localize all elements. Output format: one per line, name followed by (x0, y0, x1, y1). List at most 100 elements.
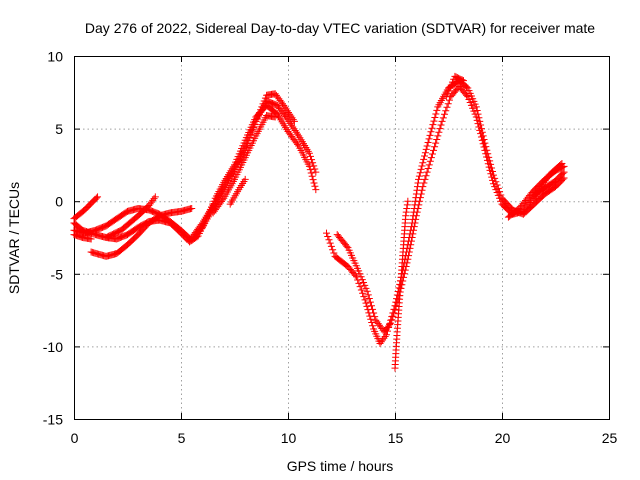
data-point (415, 175, 423, 183)
data-point (325, 236, 333, 244)
data-point (294, 130, 302, 138)
data-point (522, 204, 530, 212)
data-point (418, 162, 426, 170)
data-point (329, 246, 337, 254)
data-point (442, 93, 450, 101)
data-point (428, 150, 436, 158)
data-point (351, 271, 359, 279)
data-point (357, 286, 365, 294)
data-point (360, 293, 368, 301)
data-point (358, 276, 366, 284)
data-point (430, 146, 438, 154)
data-point (428, 124, 436, 132)
data-point (402, 208, 410, 216)
axis-ticks: 0 5 10 15 20 25 -15 -10 -5 0 5 10 (43, 49, 618, 447)
data-point (422, 145, 430, 153)
data-point (477, 133, 485, 141)
data-point (524, 200, 532, 208)
data-point (405, 248, 413, 256)
data-point (403, 201, 411, 209)
data-point (286, 110, 294, 118)
data-point (151, 193, 159, 201)
data-point (356, 283, 364, 291)
series-track-12 (391, 197, 412, 372)
data-point (368, 319, 376, 327)
data-point (411, 219, 419, 227)
data-point (432, 110, 440, 118)
data-point (252, 117, 260, 125)
data-point (489, 176, 497, 184)
data-point (496, 194, 504, 202)
data-point (253, 114, 261, 122)
data-point (478, 136, 486, 144)
data-point (469, 104, 477, 112)
data-point (150, 195, 158, 203)
data-series (70, 72, 568, 372)
data-point (429, 121, 437, 129)
data-point (361, 296, 369, 304)
data-point (254, 112, 262, 120)
data-point (281, 103, 289, 111)
data-point (309, 159, 317, 167)
data-point (433, 135, 441, 143)
data-point (436, 125, 444, 133)
data-point (258, 103, 266, 111)
data-point (197, 221, 205, 229)
data-point (246, 133, 254, 141)
data-point (484, 160, 492, 168)
data-point (435, 128, 443, 136)
data-point (306, 152, 314, 160)
data-point (312, 186, 320, 194)
data-point (362, 299, 370, 307)
data-point (431, 143, 439, 151)
data-point (418, 186, 426, 194)
x-tick-label: 10 (281, 430, 297, 446)
data-point (324, 232, 332, 240)
data-point (416, 194, 424, 202)
data-point (388, 316, 396, 324)
data-point (414, 179, 422, 187)
data-point (311, 165, 319, 173)
data-point (482, 150, 490, 158)
data-point (410, 226, 418, 234)
chart-title: Day 276 of 2022, Sidereal Day-to-day VTE… (85, 20, 595, 36)
data-point (260, 97, 268, 105)
data-point (557, 161, 565, 169)
data-point (489, 180, 497, 188)
data-point (308, 156, 316, 164)
data-point (241, 175, 249, 183)
data-point (391, 305, 399, 313)
series-track-3 (70, 193, 102, 223)
data-point (523, 202, 531, 210)
data-point (419, 183, 427, 191)
y-tick-label: 10 (47, 49, 63, 65)
series-track-13 (442, 72, 467, 101)
data-point (424, 165, 432, 173)
data-point (432, 139, 440, 147)
data-point (488, 173, 496, 181)
data-point (309, 176, 317, 184)
data-point (492, 186, 500, 194)
data-point (288, 114, 296, 122)
data-point (257, 106, 265, 114)
series-track-6 (102, 193, 159, 241)
data-point (365, 294, 373, 302)
data-point (427, 128, 435, 136)
data-point (416, 169, 424, 177)
data-point (471, 110, 479, 118)
series-track-11 (333, 82, 568, 336)
data-point (465, 96, 473, 104)
data-point (443, 103, 451, 111)
data-point (458, 76, 466, 84)
data-point (366, 312, 374, 320)
data-point (472, 103, 480, 111)
data-point (444, 100, 452, 108)
data-point (312, 168, 320, 176)
data-point (421, 175, 429, 183)
data-point (467, 101, 475, 109)
series-track-8 (209, 112, 279, 217)
data-point (473, 106, 481, 114)
data-point (355, 267, 363, 275)
y-axis-label: SDTVAR / TECUs (6, 182, 22, 294)
